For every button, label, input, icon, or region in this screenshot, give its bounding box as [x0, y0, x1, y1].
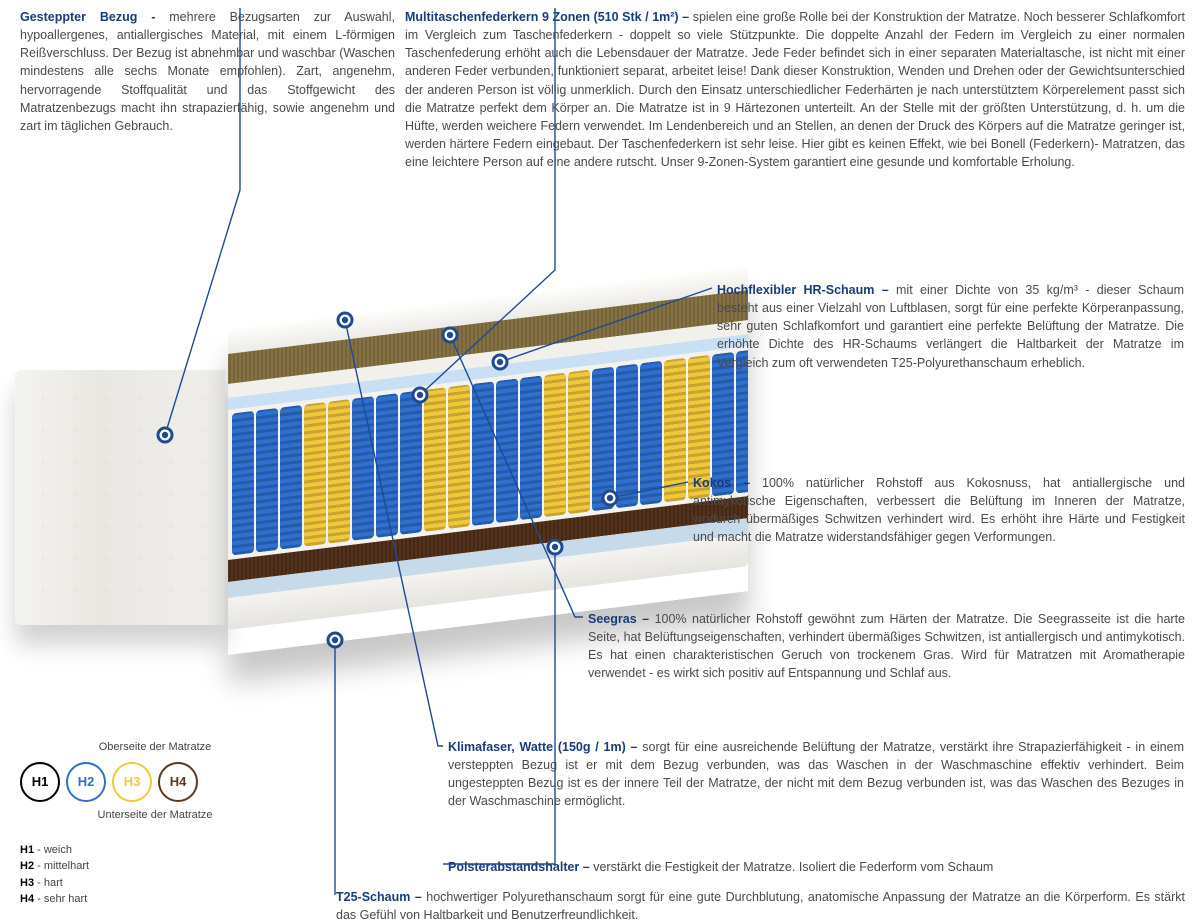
- mattress-side-cover: [15, 370, 225, 625]
- legend-circles: H1H2H3H4: [20, 762, 290, 802]
- title-hr: Hochflexibler HR-Schaum –: [717, 283, 896, 297]
- spring-column: [616, 364, 638, 509]
- mattress-3d: [15, 330, 575, 670]
- spring-column: [664, 358, 686, 503]
- spring-column: [352, 396, 374, 541]
- spring-column: [544, 372, 566, 517]
- spring-column: [640, 361, 662, 506]
- text-multipocket: spielen eine große Rolle bei der Konstru…: [405, 10, 1185, 169]
- title-kokos: Kokos –: [693, 476, 762, 490]
- callout-kokos: Kokos – 100% natürlicher Rohstoff aus Ko…: [693, 474, 1185, 547]
- text-t25: hochwertiger Polyurethanschaum sorgt für…: [336, 890, 1185, 922]
- spring-column: [448, 384, 470, 529]
- spring-column: [256, 408, 278, 553]
- hardness-circle-h4: H4: [158, 762, 198, 802]
- spring-column: [520, 375, 542, 520]
- spring-column: [376, 393, 398, 538]
- legend-bottom-label: Unterseite der Matratze: [20, 808, 290, 824]
- callout-klimafaser: Klimafaser, Watte (150g / 1m) – sorgt fü…: [448, 738, 1184, 811]
- title-multipocket: Multitaschenfederkern 9 Zonen (510 Stk /…: [405, 10, 693, 24]
- hardness-circle-h2: H2: [66, 762, 106, 802]
- callout-t25: T25-Schaum – hochwertiger Polyurethansch…: [336, 888, 1185, 924]
- text-seegras: 100% natürlicher Rohstoff gewöhnt zum Hä…: [588, 612, 1185, 680]
- spring-column: [496, 378, 518, 523]
- text-cover: mehrere Bezugsarten zur Auswahl, hypoall…: [20, 10, 395, 133]
- spring-column: [568, 370, 590, 515]
- spring-column: [424, 387, 446, 532]
- spring-column: [328, 399, 350, 544]
- hardness-line: H4 - sehr hart: [20, 891, 290, 908]
- spring-column: [592, 367, 614, 512]
- spring-column: [232, 411, 254, 556]
- text-kokos: 100% natürlicher Rohstoff aus Kokosnuss,…: [693, 476, 1185, 544]
- callout-seegras: Seegras – 100% natürlicher Rohstoff gewö…: [588, 610, 1185, 683]
- spring-column: [400, 390, 422, 535]
- spring-column: [472, 381, 494, 526]
- hardness-legend: Oberseite der Matratze H1H2H3H4 Untersei…: [20, 740, 290, 908]
- spring-column: [304, 402, 326, 547]
- mattress-cutaway: [228, 266, 748, 655]
- callout-hr-schaum: Hochflexibler HR-Schaum – mit einer Dich…: [717, 281, 1184, 372]
- intro-quilted-cover: Gesteppter Bezug - mehrere Bezugsarten z…: [20, 8, 395, 135]
- title-seegras: Seegras –: [588, 612, 655, 626]
- intro-multipocket: Multitaschenfederkern 9 Zonen (510 Stk /…: [405, 8, 1185, 171]
- hardness-line: H2 - mittelhart: [20, 858, 290, 875]
- title-klima: Klimafaser, Watte (150g / 1m) –: [448, 740, 642, 754]
- callout-polster: Polsterabstandshalter – verstärkt die Fe…: [448, 858, 1184, 876]
- hardness-circle-h3: H3: [112, 762, 152, 802]
- legend-top-label: Oberseite der Matratze: [20, 740, 290, 756]
- spring-column: [280, 405, 302, 550]
- title-polster: Polsterabstandshalter –: [448, 860, 593, 874]
- hardness-line: H1 - weich: [20, 842, 290, 859]
- text-polster: verstärkt die Festigkeit der Matratze. I…: [593, 860, 993, 874]
- title-cover: Gesteppter Bezug -: [20, 10, 169, 24]
- legend-list: H1 - weichH2 - mittelhartH3 - hartH4 - s…: [20, 842, 290, 908]
- hardness-line: H3 - hart: [20, 875, 290, 892]
- title-t25: T25-Schaum –: [336, 890, 426, 904]
- hardness-circle-h1: H1: [20, 762, 60, 802]
